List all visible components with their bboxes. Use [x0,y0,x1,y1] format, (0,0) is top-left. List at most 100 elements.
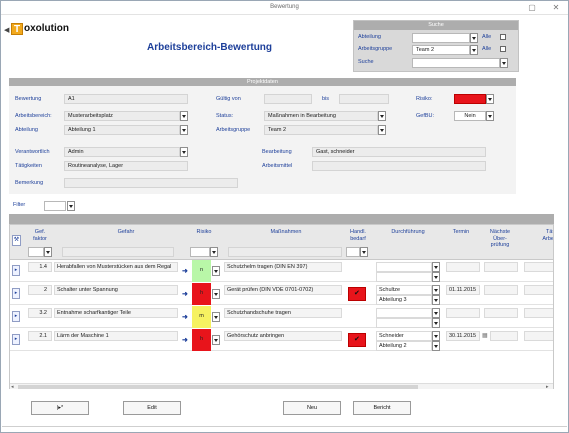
chevron-down-icon[interactable] [67,201,75,211]
abteilung-select[interactable]: Abteilung 1 [64,125,180,135]
row-pruefung[interactable] [484,262,518,272]
arrow-right-icon[interactable]: ➜ [182,314,188,321]
chevron-down-icon[interactable] [180,125,188,135]
gueltig-bis-field[interactable] [339,94,389,104]
chevron-down-icon[interactable] [44,247,52,257]
bearbeitung-field[interactable]: Gast, schneider [312,147,486,157]
row-massnahme[interactable]: Schutzhelm tragen (DIN EN 397) [224,262,342,272]
chevron-down-icon[interactable] [432,262,440,272]
chevron-down-icon[interactable] [432,295,440,305]
chevron-down-icon[interactable] [180,111,188,121]
search-alle-checkbox-1[interactable] [500,34,506,40]
verantwortlich-select[interactable]: Admin [64,147,180,157]
row-open-button[interactable]: ▸ [12,334,20,345]
edit-button[interactable]: Edit [123,401,181,415]
row-pruefung[interactable] [484,308,518,318]
row-person[interactable]: Schultze [376,285,432,295]
row-abteilung[interactable]: Abteilung 2 [376,341,432,351]
search-alle-checkbox-2[interactable] [500,46,506,52]
gefahr-filter[interactable] [62,247,174,257]
grid-tools-icon[interactable]: ⚒ [12,235,21,246]
chevron-down-icon[interactable] [470,45,478,55]
gueltig-von-field[interactable] [264,94,312,104]
filter-select[interactable] [44,201,66,211]
arbeitsgruppe-select[interactable]: Team 2 [264,125,378,135]
row-person[interactable] [376,262,432,272]
row-faktor[interactable]: 1.4 [28,262,52,272]
row-termin[interactable]: 01.11.2015 [446,285,480,295]
taetigkeiten-field[interactable]: Routineanalyse, Lager [64,161,188,171]
chevron-down-icon[interactable] [432,331,440,341]
row-gefahr[interactable]: Entnahme scharfkantiger Teile [54,308,178,318]
scroll-left-icon[interactable]: ◂ [11,384,14,390]
row-person[interactable]: Schneider [376,331,432,341]
arbeitsbereich-select[interactable]: Musterarbeitsplatz [64,111,180,121]
handl-bedarf-checkbox[interactable] [348,333,366,347]
chevron-down-icon[interactable] [432,285,440,295]
chevron-down-icon[interactable] [432,318,440,328]
row-risiko[interactable]: m [192,306,211,328]
chevron-down-icon[interactable] [212,312,220,322]
massnahmen-filter[interactable] [228,247,342,257]
chevron-down-icon[interactable] [212,335,220,345]
row-taetigkeit[interactable] [524,262,553,272]
row-termin[interactable] [446,262,480,272]
chevron-down-icon[interactable] [486,111,494,121]
row-risiko[interactable]: h [192,283,211,305]
search-arbeitsgruppe-select[interactable]: Team 2 [412,45,470,55]
close-icon[interactable]: ✕ [552,3,560,12]
row-pruefung[interactable] [484,285,518,295]
row-gefahr[interactable]: Lärm der Maschine 1 [54,331,178,341]
handl-bedarf-checkbox[interactable] [348,287,366,301]
row-risiko[interactable]: h [192,329,211,351]
scroll-right-icon[interactable]: ▸ [546,384,549,390]
row-termin[interactable]: 30.11.2015 [446,331,480,341]
chevron-down-icon[interactable] [360,247,368,257]
arrow-right-icon[interactable]: ➜ [182,291,188,298]
chevron-down-icon[interactable] [432,308,440,318]
bewertung-field[interactable]: A1 [64,94,188,104]
chevron-down-icon[interactable] [212,289,220,299]
chevron-down-icon[interactable] [432,272,440,282]
chevron-down-icon[interactable] [212,266,220,276]
chevron-down-icon[interactable] [432,341,440,351]
search-suche-input[interactable] [412,58,500,68]
faktor-filter[interactable] [28,247,44,257]
search-abteilung-select[interactable] [412,33,470,43]
minimize-button[interactable]: ▢ [528,3,536,12]
new-record-button[interactable]: |▸* [31,401,89,415]
row-risiko[interactable]: n [192,260,211,282]
scrollbar-thumb[interactable] [18,385,418,389]
row-gefahr[interactable]: Herabfallen von Musterstücken aus dem Re… [54,262,178,272]
row-faktor[interactable]: 2 [28,285,52,295]
row-massnahme[interactable]: Schutzhandschuhe tragen [224,308,342,318]
risiko-filter[interactable] [190,247,210,257]
row-taetigkeit[interactable] [524,285,553,295]
row-open-button[interactable]: ▸ [12,265,20,276]
bemerkung-field[interactable] [64,178,238,188]
chevron-down-icon[interactable] [470,33,478,43]
chevron-down-icon[interactable] [210,247,218,257]
chevron-down-icon[interactable] [180,147,188,157]
row-massnahme[interactable]: Gehörschutz anbringen [224,331,342,341]
back-arrow-icon[interactable]: ◀ [4,27,10,34]
row-pruefung[interactable] [490,331,518,341]
chevron-down-icon[interactable] [378,125,386,135]
arrow-right-icon[interactable]: ➜ [182,268,188,275]
row-abteilung[interactable] [376,318,432,328]
row-termin[interactable] [446,308,480,318]
calendar-icon[interactable]: ▦ [482,333,488,339]
row-taetigkeit[interactable] [524,308,553,318]
handl-filter[interactable] [346,247,360,257]
row-taetigkeit[interactable] [524,331,553,341]
row-abteilung[interactable] [376,272,432,282]
gefbu-select[interactable]: Nein [454,111,486,121]
arbeitsmittel-field[interactable] [312,161,486,171]
arrow-right-icon[interactable]: ➜ [182,337,188,344]
row-massnahme[interactable]: Gerät prüfen (DIN VDE 0701-0702) [224,285,342,295]
horizontal-scrollbar[interactable]: ◂ ▸ [10,383,553,390]
row-abteilung[interactable]: Abteilung 3 [376,295,432,305]
neu-button[interactable]: Neu [283,401,341,415]
status-select[interactable]: Maßnahmen in Bearbeitung [264,111,378,121]
row-faktor[interactable]: 3.2 [28,308,52,318]
